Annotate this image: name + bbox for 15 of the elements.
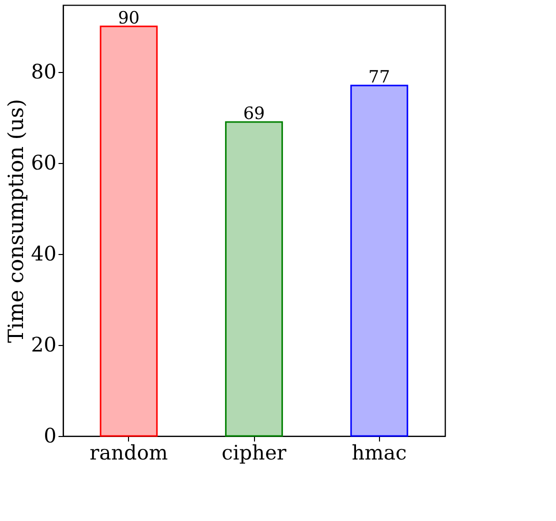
bar [225, 121, 283, 437]
y-tick-label: 80 [31, 59, 56, 84]
x-tick-label: random [90, 440, 168, 464]
y-axis-title: Time consumption (us) [4, 98, 28, 344]
x-tick-label: hmac [352, 440, 407, 464]
bar [350, 84, 408, 437]
y-tick-label: 20 [31, 332, 56, 356]
data-label: 90 [118, 8, 140, 28]
y-tick-label: 0 [44, 424, 56, 448]
data-label: 77 [368, 68, 390, 88]
y-tick-label: 60 [31, 150, 56, 174]
x-tick-label: cipher [222, 440, 287, 464]
data-label: 69 [243, 104, 265, 124]
bar [100, 26, 158, 437]
y-tick-label: 40 [31, 241, 56, 266]
